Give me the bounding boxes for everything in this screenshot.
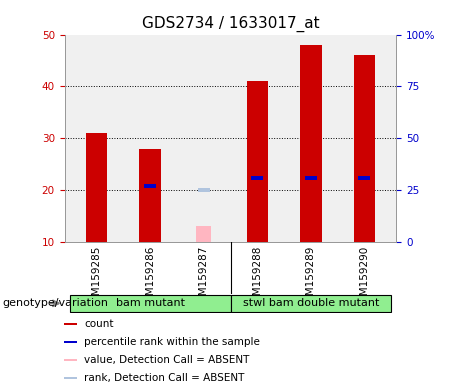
- Text: count: count: [84, 319, 113, 329]
- Text: value, Detection Call = ABSENT: value, Detection Call = ABSENT: [84, 355, 249, 365]
- Text: GSM159285: GSM159285: [92, 246, 102, 310]
- Text: percentile rank within the sample: percentile rank within the sample: [84, 337, 260, 347]
- Bar: [251, 175, 263, 180]
- Text: bam mutant: bam mutant: [116, 298, 185, 308]
- Text: genotype/variation: genotype/variation: [2, 298, 108, 308]
- Bar: [64, 359, 77, 361]
- Text: stwl bam double mutant: stwl bam double mutant: [242, 298, 379, 308]
- Bar: [300, 45, 321, 242]
- Bar: [64, 341, 77, 343]
- Text: GSM159289: GSM159289: [306, 246, 316, 310]
- Text: GSM159286: GSM159286: [145, 246, 155, 310]
- Text: GSM159288: GSM159288: [252, 246, 262, 310]
- Bar: [359, 175, 370, 180]
- Bar: [140, 149, 161, 242]
- Text: GSM159287: GSM159287: [199, 246, 209, 310]
- Bar: [144, 184, 156, 188]
- Bar: [247, 81, 268, 242]
- Bar: [86, 133, 107, 242]
- Bar: [64, 323, 77, 325]
- Bar: [64, 377, 77, 379]
- Bar: [198, 188, 210, 192]
- Bar: [305, 175, 317, 180]
- FancyBboxPatch shape: [230, 295, 391, 312]
- Title: GDS2734 / 1633017_at: GDS2734 / 1633017_at: [142, 16, 319, 32]
- FancyBboxPatch shape: [70, 295, 230, 312]
- Bar: [354, 55, 375, 242]
- Text: rank, Detection Call = ABSENT: rank, Detection Call = ABSENT: [84, 373, 244, 383]
- Bar: [196, 227, 211, 242]
- Text: GSM159290: GSM159290: [359, 246, 369, 310]
